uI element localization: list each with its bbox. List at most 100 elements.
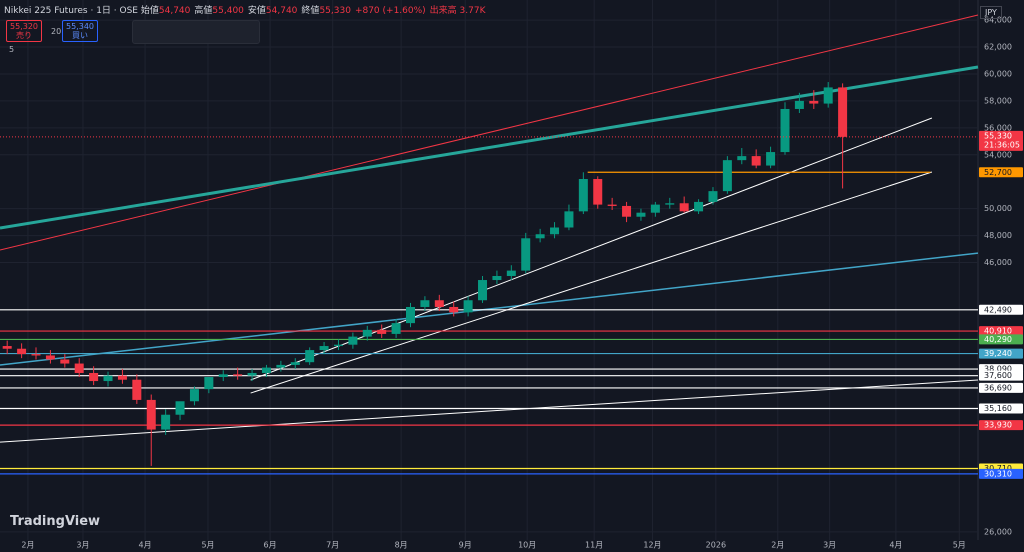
level-label: 37,600 [984,371,1012,380]
x-tick-label: 5月 [953,541,966,550]
candle-body [420,300,430,307]
candle-body [722,160,732,192]
logo: TradingView [10,514,101,529]
level-label: 40,290 [984,335,1012,344]
buy-price: 55,340 [66,22,94,31]
candle-body [103,375,113,382]
y-tick-label: 26,000 [984,527,1012,536]
x-tick-label: 8月 [395,541,408,550]
volume: 出来高 3.77K [429,6,486,16]
buy-button[interactable]: 55,340 買い [62,20,98,42]
level-tag [979,403,1023,414]
trend-line [0,65,979,230]
candle-body [794,100,804,109]
field-label: 始値 [140,6,159,16]
level-label: 35,160 [984,404,1012,413]
candle-body [17,348,27,355]
candle-body [218,374,228,378]
level-tag [979,370,1023,381]
candle-body [636,212,646,217]
y-tick-label: 58,000 [984,96,1012,105]
x-tick-label: 5月 [201,541,214,550]
sell-button[interactable]: 55,320 売り [6,20,42,42]
candle-body [233,374,243,376]
candle-body [319,346,329,351]
candle-body [766,152,776,166]
candle-body [650,204,660,213]
level-tag [979,326,1023,337]
x-tick-label: 12月 [643,541,661,550]
indicator-count[interactable]: 5 [9,45,15,54]
x-tick-label: 4月 [138,541,151,550]
candle-body [89,372,99,382]
level-label: 36,690 [984,383,1012,392]
candle-body [290,362,300,365]
field-value: 54,740 [265,6,298,16]
candle-body [132,379,142,400]
level-label: 30,710 [984,464,1012,473]
level-tag [979,334,1023,345]
level-tag [979,348,1023,359]
candle-body [622,205,632,217]
candle-body [751,156,761,166]
x-tick-label: 4月 [889,541,902,550]
field-label: 高値 [194,6,213,16]
candle-body [31,354,41,356]
candle-body [74,363,84,373]
candle-body [276,364,286,368]
candle-body [665,203,675,205]
candle-body [261,367,271,373]
trend-line [0,14,979,251]
x-tick-label: 10月 [518,541,536,550]
candle-body [189,389,199,402]
level-label: 39,240 [984,349,1012,358]
candle-body [305,350,315,363]
trend-line [0,252,979,366]
y-tick-label: 46,000 [984,258,1012,267]
level-tag [979,167,1023,178]
symbol: Nikkei 225 Futures · 1日 · OSE [4,6,138,16]
candle-body [45,355,55,360]
candle-body [492,275,502,281]
last-price-tag [979,130,1023,151]
field-label: 終値 [301,6,320,16]
candle-body [146,399,156,430]
level-label: 42,490 [984,305,1012,314]
x-tick-label: 3月 [76,541,89,550]
candle-body [406,306,416,324]
candle-body [2,346,12,349]
candle-body [247,372,257,376]
x-tick-label: 9月 [459,541,472,550]
candle-body [175,401,185,415]
level-label: 38,090 [984,365,1012,374]
candle-body [463,300,473,313]
x-tick-label: 2月 [21,541,34,550]
candle-body [377,329,387,334]
y-tick-label: 64,000 [984,16,1012,25]
buy-label: 買い [72,31,88,40]
x-tick-label: 11月 [585,541,603,550]
header: Nikkei 225 Futures · 1日 · OSE 始値54,740 高値… [4,3,489,16]
candle-body [708,191,718,202]
candle-body [593,179,603,205]
y-tick-label: 50,000 [984,204,1012,213]
candle-body [838,87,848,137]
x-tick-label: 2026 [706,541,726,550]
field-value: 54,740 [158,6,191,16]
y-tick-label: 54,000 [984,150,1012,159]
x-tick-label: 6月 [264,541,277,550]
y-tick-label: 56,000 [984,123,1012,132]
drawing-toolbar[interactable] [132,20,260,44]
level-label: 33,930 [984,421,1012,430]
x-tick-label: 3月 [823,541,836,550]
field-label: 安値 [247,6,266,16]
candle-body [521,238,531,271]
currency[interactable]: JPY [980,6,1002,19]
candle-body [823,87,833,104]
candle-body [694,201,704,212]
candle-body [550,227,560,235]
level-tag [979,304,1023,315]
axis-panel [978,0,1024,552]
sell-price: 55,320 [10,22,38,31]
